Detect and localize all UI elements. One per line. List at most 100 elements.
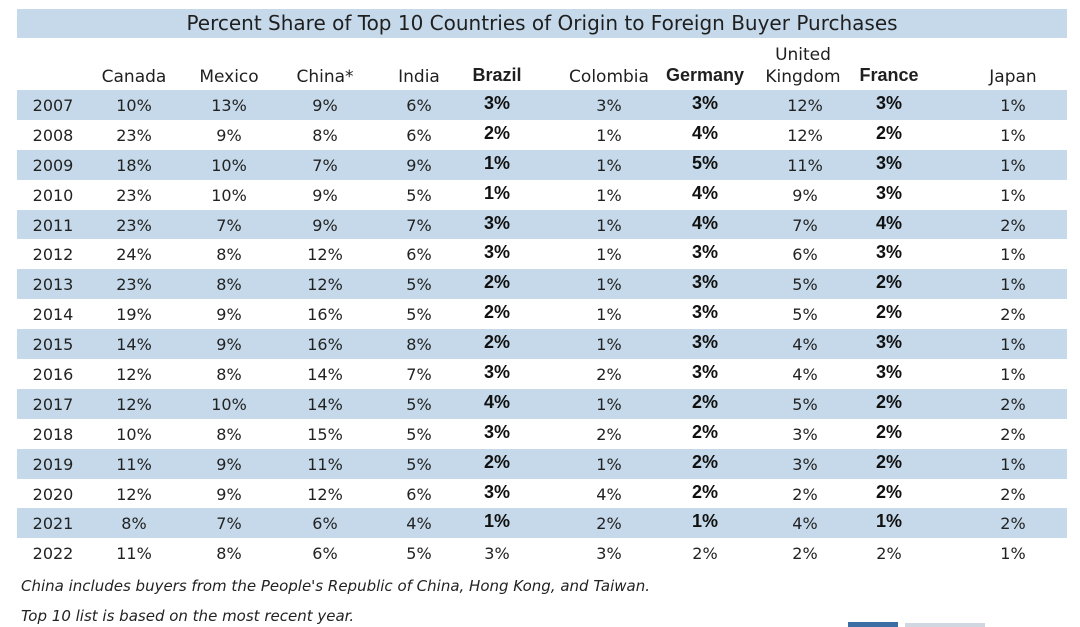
value-cell: 9% xyxy=(792,185,818,205)
value-cell: 16% xyxy=(307,335,343,355)
value-cell: 11% xyxy=(116,544,152,564)
value-cell: 10% xyxy=(116,96,152,115)
value-cell: 5% xyxy=(792,394,818,414)
value-cell: 1% xyxy=(596,125,622,145)
column-header: France xyxy=(859,65,919,85)
value-cell: 4% xyxy=(792,335,818,355)
value-cell: 2% xyxy=(792,484,818,504)
value-cell: 3% xyxy=(875,152,902,173)
value-cell: 9% xyxy=(216,305,242,325)
year-cell: 2017 xyxy=(32,394,74,414)
data-table: Canada Mexico China* India Brazil Colombia Ger… xyxy=(17,38,1067,568)
value-cell: 7% xyxy=(216,215,242,235)
footnote-top10: Top 10 list is based on the most recent … xyxy=(21,607,355,625)
value-cell: 1% xyxy=(596,335,622,355)
year-cell: 2021 xyxy=(32,514,74,534)
year-cell: 2008 xyxy=(32,125,74,145)
year-cell: 2007 xyxy=(32,96,74,115)
column-header: United Kingdom xyxy=(765,45,841,87)
value-cell: 2% xyxy=(792,544,818,564)
value-cell: 1% xyxy=(596,305,622,325)
table-row: 2018 10% 8% 15% 5% 3% 2% 2% 3% 2% 2% xyxy=(17,419,1067,449)
value-cell: 9% xyxy=(216,125,242,145)
value-cell: 2% xyxy=(1000,394,1026,414)
header-row: Canada Mexico China* India Brazil Colombia Ger… xyxy=(17,38,1067,90)
value-cell: 4% xyxy=(792,514,818,534)
value-cell: 4% xyxy=(596,484,622,504)
value-cell: 2% xyxy=(596,365,622,385)
value-cell: 1% xyxy=(1000,544,1026,564)
value-cell: 13% xyxy=(211,96,247,115)
value-cell: 24% xyxy=(116,245,152,265)
value-cell: 3% xyxy=(484,544,510,564)
year-cell: 2015 xyxy=(32,335,74,355)
year-cell: 2009 xyxy=(32,155,74,175)
year-cell: 2011 xyxy=(32,215,74,235)
column-header: Japan xyxy=(989,67,1037,87)
value-cell: 6% xyxy=(406,96,432,115)
value-cell: 2% xyxy=(483,451,510,472)
value-cell: 3% xyxy=(691,332,718,353)
value-cell: 2% xyxy=(1000,215,1026,235)
value-cell: 2% xyxy=(1000,305,1026,325)
value-cell: 12% xyxy=(307,484,343,504)
value-cell: 3% xyxy=(875,242,902,263)
value-cell: 3% xyxy=(875,93,902,113)
value-cell: 3% xyxy=(875,182,902,203)
value-cell: 12% xyxy=(116,484,152,504)
value-cell: 8% xyxy=(216,365,242,385)
value-cell: 12% xyxy=(307,275,343,295)
value-cell: 3% xyxy=(483,93,510,113)
value-cell: 23% xyxy=(116,125,152,145)
value-cell: 5% xyxy=(406,424,432,444)
column-header: India xyxy=(398,67,440,87)
value-cell: 4% xyxy=(483,391,510,412)
logo-fragment xyxy=(848,622,898,627)
value-cell: 3% xyxy=(792,454,818,474)
value-cell: 3% xyxy=(875,362,902,383)
value-cell: 2% xyxy=(691,481,718,502)
value-cell: 1% xyxy=(483,152,510,173)
value-cell: 1% xyxy=(1000,96,1026,115)
value-cell: 3% xyxy=(483,481,510,502)
value-cell: 8% xyxy=(216,245,242,265)
value-cell: 8% xyxy=(216,424,242,444)
value-cell: 8% xyxy=(216,544,242,564)
value-cell: 2% xyxy=(691,391,718,412)
value-cell: 23% xyxy=(116,275,152,295)
value-cell: 10% xyxy=(211,155,247,175)
value-cell: 10% xyxy=(116,424,152,444)
value-cell: 3% xyxy=(483,362,510,383)
value-cell: 6% xyxy=(406,245,432,265)
table-row: 2021 8% 7% 6% 4% 1% 2% 1% 4% 1% 2% xyxy=(17,508,1067,539)
column-header: Mexico xyxy=(199,67,259,87)
year-cell: 2022 xyxy=(32,544,74,564)
footnote-china: China includes buyers from the People's … xyxy=(21,577,651,595)
value-cell: 1% xyxy=(1000,335,1026,355)
value-cell: 6% xyxy=(312,544,338,564)
value-cell: 3% xyxy=(691,272,718,293)
value-cell: 10% xyxy=(211,185,247,205)
value-cell: 11% xyxy=(307,454,343,474)
value-cell: 15% xyxy=(307,424,343,444)
value-cell: 23% xyxy=(116,215,152,235)
column-header: China* xyxy=(296,67,354,87)
value-cell: 2% xyxy=(596,424,622,444)
value-cell: 4% xyxy=(691,122,718,143)
value-cell: 1% xyxy=(691,511,718,532)
value-cell: 7% xyxy=(216,514,242,534)
value-cell: 2% xyxy=(1000,514,1026,534)
value-cell: 6% xyxy=(312,514,338,534)
value-cell: 5% xyxy=(792,275,818,295)
value-cell: 2% xyxy=(483,122,510,143)
value-cell: 4% xyxy=(691,182,718,203)
value-cell: 12% xyxy=(787,125,823,145)
value-cell: 11% xyxy=(116,454,152,474)
value-cell: 2% xyxy=(1000,424,1026,444)
value-cell: 3% xyxy=(691,93,718,113)
table-title: Percent Share of Top 10 Countries of Ori… xyxy=(17,9,1067,38)
value-cell: 2% xyxy=(876,544,902,564)
table-row: 2013 23% 8% 12% 5% 2% 1% 3% 5% 2% 1% xyxy=(17,269,1067,300)
table-row: 2015 14% 9% 16% 8% 2% 1% 3% 4% 3% 1% xyxy=(17,329,1067,360)
value-cell: 3% xyxy=(596,96,622,115)
